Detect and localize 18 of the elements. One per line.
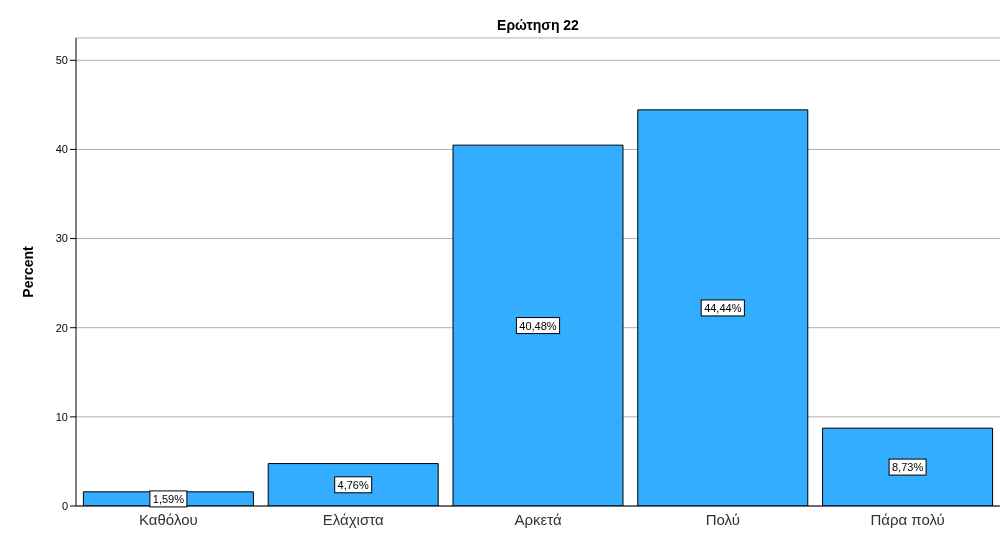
y-tick-label: 30 (55, 232, 68, 245)
x-tick-label: Ελάχιστα (322, 510, 384, 528)
x-tick-label: Καθόλου (139, 510, 198, 528)
x-tick-label: Πολύ (705, 510, 740, 528)
data-label: 1,59% (152, 492, 185, 505)
y-tick-label: 10 (55, 410, 68, 423)
y-axis-title: Percent (19, 245, 36, 298)
y-tick-label: 20 (55, 321, 68, 334)
data-label: 44,44% (704, 301, 742, 314)
y-tick-label: 50 (55, 54, 68, 67)
data-label: 40,48% (519, 319, 557, 332)
x-tick-label: Πάρα πολύ (870, 510, 945, 528)
chart-title: Ερώτηση 22 (497, 17, 580, 33)
y-tick-label: 40 (55, 143, 68, 156)
data-label: 4,76% (337, 478, 369, 491)
x-tick-label: Αρκετά (514, 510, 562, 528)
data-label: 8,73% (891, 461, 924, 474)
y-tick-label: 0 (61, 499, 68, 512)
